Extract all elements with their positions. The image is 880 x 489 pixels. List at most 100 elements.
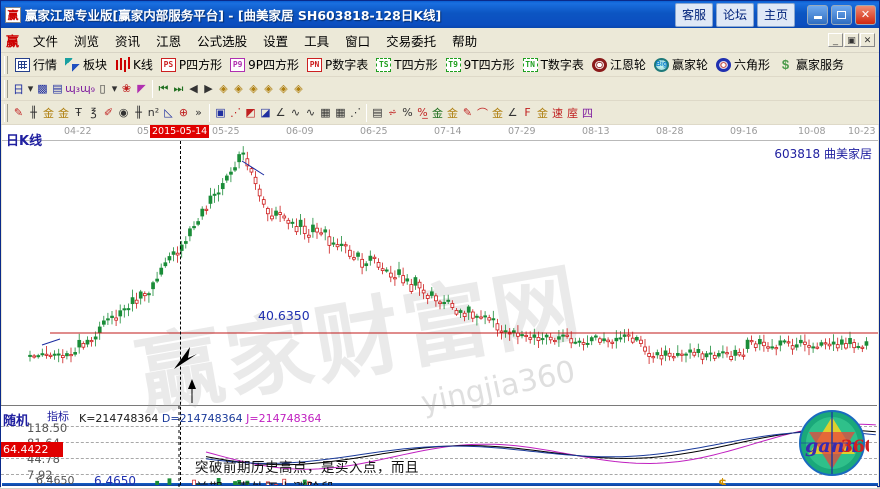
gann-wheel-icon xyxy=(591,57,607,72)
candle-icon[interactable]: ▯ xyxy=(95,81,110,96)
zoom-both-icon[interactable]: ◈ xyxy=(246,81,261,96)
more-icon[interactable]: » xyxy=(191,105,206,120)
menu-item-trade[interactable]: 交易委托 xyxy=(386,33,437,49)
circle-scale-icon[interactable]: ◉ xyxy=(116,105,131,120)
forum-link[interactable]: 论坛 xyxy=(715,2,754,27)
toolbar-button-hexagon[interactable]: 六角形 xyxy=(712,55,774,74)
toolbar-label: T四方形 xyxy=(394,58,438,72)
prev-icon[interactable]: ◀ xyxy=(186,81,201,96)
percent-line-icon[interactable]: %̲ xyxy=(415,105,430,120)
pattern-icon[interactable]: ❀ xyxy=(119,81,134,96)
mdi-restore-button[interactable]: ▣ xyxy=(844,33,859,47)
toolbar-button-quotes[interactable]: 行情 xyxy=(11,55,61,74)
menu-item-tools[interactable]: 工具 xyxy=(304,33,330,49)
gold2-icon[interactable]: 金 xyxy=(490,105,505,120)
menu-item-settings[interactable]: 设置 xyxy=(263,33,289,49)
close-button[interactable]: ✕ xyxy=(855,4,876,25)
menu-item-news[interactable]: 资讯 xyxy=(115,33,141,49)
zoom-left-icon[interactable]: ◈ xyxy=(216,81,231,96)
wave3-icon[interactable]: ɰ₃ xyxy=(64,81,81,96)
minimize-button[interactable] xyxy=(807,4,828,25)
slope-icon[interactable]: ⋰ xyxy=(348,105,363,120)
last-icon[interactable]: ⏭ xyxy=(171,81,186,96)
toolbar-grip[interactable] xyxy=(4,55,8,74)
fan-solid-icon[interactable]: ◩ xyxy=(243,105,258,120)
paint-icon[interactable]: ✎ xyxy=(460,105,475,120)
maximize-button[interactable] xyxy=(831,4,852,25)
crosshair-icon[interactable]: ⊕ xyxy=(176,105,191,120)
gold-fan2-icon[interactable]: 金 xyxy=(56,105,71,120)
menu-item-browse[interactable]: 浏览 xyxy=(74,33,100,49)
home-link[interactable]: 主页 xyxy=(756,2,795,27)
date-axis: 04-22 05 2015-05-14 05-25 06-09 06-25 07… xyxy=(2,125,878,141)
toolbar-grip[interactable] xyxy=(4,103,8,122)
toolbar-grip[interactable] xyxy=(4,79,8,98)
arc-icon[interactable]: ⌒ xyxy=(475,105,490,120)
triangle-icon[interactable]: ◺ xyxy=(161,105,176,120)
menu-item-gann[interactable]: 江恩 xyxy=(156,33,182,49)
support-link[interactable]: 客服 xyxy=(674,2,713,27)
n2-icon[interactable]: n² xyxy=(146,105,161,120)
toolbar-button-9t-square[interactable]: T9 9T四方形 xyxy=(442,55,519,74)
grid-dense-icon[interactable]: ▦ xyxy=(318,105,333,120)
dropdown-arrow-icon[interactable]: ▾ xyxy=(26,81,35,96)
toolbar-button-t-square[interactable]: TS T四方形 xyxy=(372,55,441,74)
toolbar-button-p-number-table[interactable]: PN P数字表 xyxy=(303,55,372,74)
next-icon[interactable]: ▶ xyxy=(201,81,216,96)
grid-lines-icon[interactable]: ╫ xyxy=(131,105,146,120)
angle2-icon[interactable]: ∠ xyxy=(505,105,520,120)
menu-item-formula[interactable]: 公式选股 xyxy=(197,33,248,49)
spiral-icon[interactable]: ℥ xyxy=(86,105,101,120)
angle-icon[interactable]: ∠ xyxy=(273,105,288,120)
mdi-close-button[interactable]: ✕ xyxy=(860,33,875,47)
four-icon[interactable]: 四 xyxy=(580,105,595,120)
pen-icon[interactable]: ✎ xyxy=(11,105,26,120)
gold-circle-icon[interactable]: 金 xyxy=(430,105,445,120)
f-lines-icon[interactable]: Ŧ xyxy=(71,105,86,120)
toolbar-button-t-number-table[interactable]: TN T数字表 xyxy=(519,55,588,74)
menu-item-window[interactable]: 窗口 xyxy=(345,33,371,49)
first-icon[interactable]: ⏮ xyxy=(156,81,171,96)
toolbar-button-p-square[interactable]: PS P四方形 xyxy=(157,55,226,74)
percent-x-icon[interactable]: ⩫ xyxy=(385,105,400,120)
gold-fan-icon[interactable]: 金 xyxy=(41,105,56,120)
toolbar-button-9p-square[interactable]: P9 9P四方形 xyxy=(226,55,303,74)
wave-icon[interactable]: ∿ xyxy=(303,105,318,120)
percent-icon[interactable]: % xyxy=(400,105,415,120)
toolbar-button-gann-wheel[interactable]: 江恩轮 xyxy=(588,55,650,74)
gold3-icon[interactable]: 金 xyxy=(535,105,550,120)
mdi-minimize-button[interactable]: _ xyxy=(828,33,843,47)
frame-icon[interactable]: ▣ xyxy=(213,105,228,120)
grid-dense2-icon[interactable]: ▦ xyxy=(333,105,348,120)
axis-price-low: 6.4650 xyxy=(36,474,75,485)
dropdown-arrow-icon[interactable]: ▾ xyxy=(110,81,119,96)
calendar-icon[interactable]: 日 xyxy=(11,81,26,96)
toolbar-button-winner-service[interactable]: $ 赢家服务 xyxy=(774,55,848,74)
fan-red-icon[interactable]: ⋰ xyxy=(228,105,243,120)
sq-icon[interactable]: 庢 xyxy=(565,105,580,120)
speed-icon[interactable]: 速 xyxy=(550,105,565,120)
menu-item-help[interactable]: 帮助 xyxy=(452,33,478,49)
zigzag-icon[interactable]: ∿ xyxy=(288,105,303,120)
flag-icon[interactable]: ◤ xyxy=(134,81,149,96)
marker-icon[interactable]: ✐ xyxy=(101,105,116,120)
zoom-right-icon[interactable]: ◈ xyxy=(231,81,246,96)
menu-item-file[interactable]: 文件 xyxy=(33,33,59,49)
gold-line-icon[interactable]: 金 xyxy=(445,105,460,120)
network-icon[interactable]: ▩ xyxy=(35,81,50,96)
fan-shaded-icon[interactable]: ◪ xyxy=(258,105,273,120)
toolbar-button-winner-wheel[interactable]: Big 赢家轮 xyxy=(650,55,712,74)
toolbar-button-sectors[interactable]: 板块 xyxy=(61,55,111,74)
compress-icon[interactable]: ◈ xyxy=(276,81,291,96)
fork-icon[interactable]: ╫ xyxy=(26,105,41,120)
toolbar-label: 行情 xyxy=(33,58,58,72)
wave9-icon[interactable]: ɰ₉ xyxy=(79,81,96,96)
indicator-panel[interactable]: 随机 指标 K=214748364 D=214748364 J=21474836… xyxy=(1,405,877,489)
fit-icon[interactable]: ◈ xyxy=(291,81,306,96)
f-icon[interactable]: F xyxy=(520,105,535,120)
document-icon[interactable]: ▤ xyxy=(50,81,65,96)
blocks-icon xyxy=(65,57,81,72)
toolbar-button-kline[interactable]: K线 xyxy=(111,55,157,74)
ladder-icon[interactable]: ▤ xyxy=(370,105,385,120)
expand-icon[interactable]: ◈ xyxy=(261,81,276,96)
